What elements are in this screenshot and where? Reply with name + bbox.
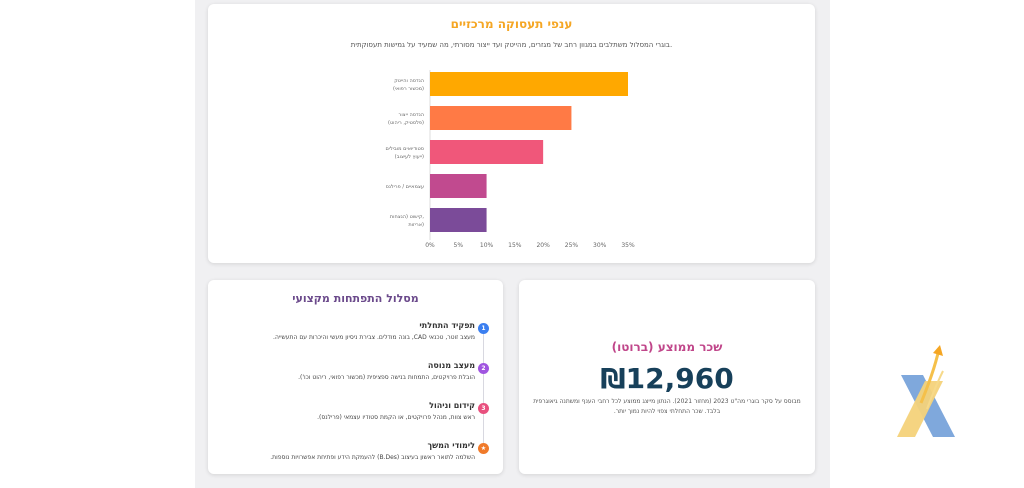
salary-note-line-2: בלבד. שכר התחלתי צפוי להיות נמוך יותר. (613, 408, 721, 415)
step-3-badge: 3 (478, 403, 489, 414)
step-1-desc: מעצב זוטר, טכנאי CAD, בונה מודלים. צבירת… (273, 334, 475, 341)
step-2-title: מעצב מנוסה (427, 361, 475, 370)
x-tick-6: 25% (565, 242, 579, 249)
employment-subtitle: בוגרי המסלול משתלבים במגוון רחב של מגזרי… (350, 41, 673, 49)
category-label-3-line-1: סטודיואים מובילים (386, 146, 424, 152)
step-3: קידום וניהול ראש צוות, מנהל פרויקטים, או… (215, 401, 475, 421)
bar-4 (430, 174, 487, 198)
step-4-title: לימודי המשך (427, 441, 475, 450)
bar-2 (430, 106, 572, 130)
employment-bar-chart: הנדסה והייטק (מכשור רפואי) הנדסה ייצור (פלס… (386, 70, 635, 249)
category-label-1-line-1: הנדסה והייטק (394, 78, 424, 84)
salary-card: שכר ממוצע (ברוטו) ₪12,960 מבוסס על סקר ב… (519, 280, 815, 474)
step-2-desc: הובלת פרויקטים, התמחות בנישה ספציפית (מכ… (298, 374, 475, 381)
bar-1 (430, 72, 628, 96)
career-path-card: מסלול התפתחות מקצועי 1 תפקיד התחלתי מעצב… (208, 280, 503, 474)
step-1-badge: 1 (478, 323, 489, 334)
category-label-4-line-1: עצמאיים / פרילנס (386, 184, 424, 190)
bar-3 (430, 140, 544, 164)
category-label-1-line-2: (מכשור רפואי) (393, 86, 424, 92)
x-tick-1: 0% (425, 242, 435, 249)
step-4-badge: ★ (478, 443, 489, 454)
x-tick-2: 5% (454, 242, 464, 249)
salary-value: ₪12,960 (600, 362, 734, 395)
category-label-5-line-2: אריזות) (408, 222, 424, 228)
employment-title: ענפי תעסוקה מרכזיים (450, 17, 573, 31)
x-tick-3: 10% (480, 242, 494, 249)
step-1: תפקיד התחלתי מעצב זוטר, טכנאי CAD, בונה … (215, 321, 475, 341)
step-4: לימודי המשך השלמה לתואר ראשון בעיצוב (B.… (215, 441, 475, 461)
step-2-badge: 2 (478, 363, 489, 374)
step-3-desc: ראש צוות, מנהל פרויקטים, או הקמת סטודיו … (317, 414, 475, 421)
category-label-3-line-2: (ייעוץ לעיצוב) (395, 154, 424, 160)
bar-5 (430, 208, 487, 232)
category-label-5-line-1: קישוט (הנצחות, (390, 214, 425, 220)
salary-title: שכר ממוצע (ברוטו) (611, 340, 723, 354)
timeline-line (483, 327, 484, 452)
salary-note: מבוסס על סקר בוגרי מה"ט 2023 (מחזור 2021… (519, 397, 815, 417)
step-3-title: קידום וניהול (429, 401, 475, 410)
site-logo (897, 345, 955, 437)
x-tick-8: 35% (621, 242, 635, 249)
category-label-2-line-1: הנדסה ייצור (399, 112, 425, 118)
category-label-2-line-2: (פלסטיק, ריהוט) (388, 120, 424, 126)
step-1-title: תפקיד התחלתי (419, 321, 475, 330)
career-path-title: מסלול התפתחות מקצועי (292, 292, 419, 305)
step-2: מעצב מנוסה הובלת פרויקטים, התמחות בנישה … (215, 361, 475, 381)
x-tick-7: 30% (593, 242, 607, 249)
x-tick-5: 20% (536, 242, 550, 249)
step-4-desc: השלמה לתואר ראשון בעיצוב (B.Des) להעמקת … (270, 454, 475, 461)
salary-note-line-1: מבוסס על סקר בוגרי מה"ט 2023 (מחזור 2021… (533, 398, 801, 405)
employment-card: ענפי תעסוקה מרכזיים בוגרי המסלול משתלבים… (208, 4, 815, 263)
x-tick-4: 15% (508, 242, 522, 249)
